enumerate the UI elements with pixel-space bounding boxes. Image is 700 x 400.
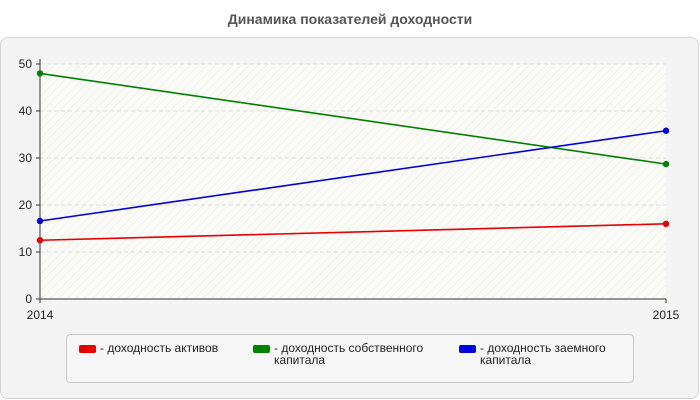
chart-title: Динамика показателей доходности bbox=[227, 11, 473, 27]
legend: - доходность активов - доходность собстве… bbox=[66, 334, 634, 383]
series-line-2 bbox=[39, 72, 667, 165]
y-tick-label: 30 bbox=[19, 151, 33, 165]
legend-swatch bbox=[79, 345, 96, 353]
y-tick-label: 50 bbox=[19, 57, 33, 71]
y-tick-label: 40 bbox=[19, 104, 33, 118]
x-tick-label: 2015 bbox=[653, 308, 680, 322]
series-point-1 bbox=[662, 220, 670, 227]
legend-swatch bbox=[253, 345, 270, 353]
series-point-2 bbox=[36, 70, 44, 77]
legend-item: - доходность собственного капитала bbox=[253, 342, 443, 366]
x-tick-label: 2014 bbox=[27, 308, 54, 322]
y-tick-label: 0 bbox=[25, 292, 32, 306]
legend-item: - доходность заемного капитала bbox=[459, 342, 619, 366]
series-point-3 bbox=[36, 217, 44, 225]
series-line-1 bbox=[39, 223, 667, 242]
series-point-1 bbox=[36, 237, 44, 244]
series-point-2 bbox=[662, 160, 670, 168]
legend-label: - доходность собственного капитала bbox=[274, 341, 424, 367]
series-line-3 bbox=[39, 129, 667, 222]
legend-label: - доходность заемного капитала bbox=[480, 341, 606, 367]
y-tick-label: 20 bbox=[19, 198, 33, 212]
plot-area bbox=[40, 64, 666, 299]
series-point-3 bbox=[662, 127, 670, 134]
legend-label: - доходность активов bbox=[100, 341, 219, 355]
legend-swatch bbox=[459, 345, 476, 353]
legend-item: - доходность активов bbox=[79, 342, 239, 354]
y-tick-label: 10 bbox=[19, 245, 33, 259]
